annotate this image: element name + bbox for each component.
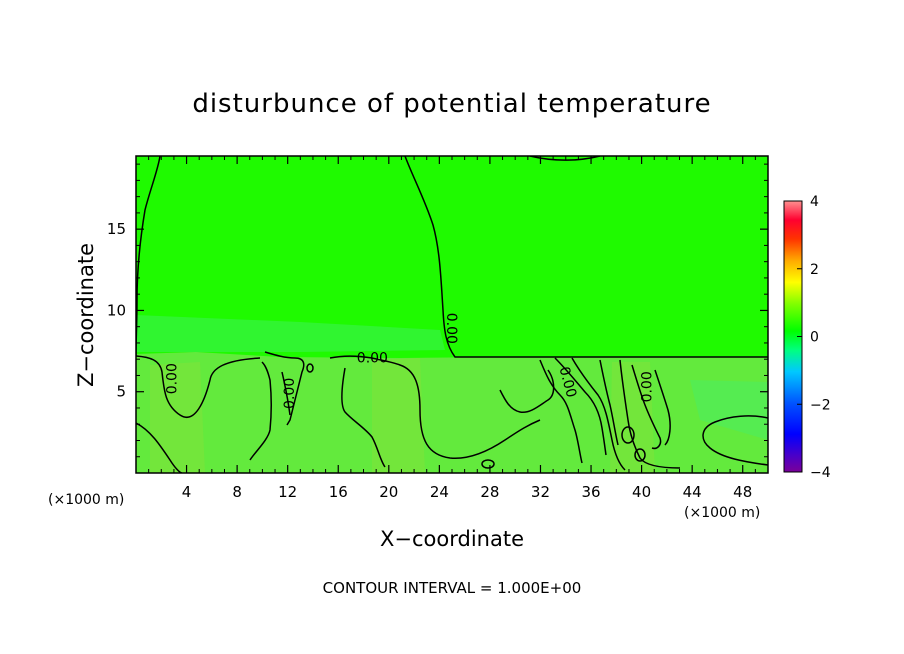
x-unit-label-right: (×1000 m) bbox=[684, 505, 760, 521]
lower-region bbox=[136, 352, 768, 473]
contour-line bbox=[554, 357, 607, 456]
contour-line bbox=[571, 357, 626, 471]
cool-patch bbox=[690, 380, 768, 440]
colorbar: 4 2 0 −2 −4 bbox=[783, 194, 831, 481]
x-axis: 4 8 12 16 20 24 28 32 36 40 44 48 bbox=[148, 156, 756, 501]
contour-label: 0.00 bbox=[443, 313, 459, 344]
x-tick-label: 40 bbox=[632, 483, 651, 501]
contour-labels: 0.00 0.00 0.00 0.00 0.00 0.00 bbox=[164, 313, 656, 409]
contour-loop bbox=[481, 459, 495, 469]
colorbar-tick-label: −2 bbox=[810, 397, 831, 413]
colorbar-tick-label: −4 bbox=[810, 465, 831, 481]
warm-streak bbox=[610, 362, 655, 473]
contour-loop bbox=[306, 363, 314, 373]
colorbar-tick-label: 0 bbox=[810, 330, 819, 346]
x-tick-label: 44 bbox=[683, 483, 702, 501]
contour-label: 0.00 bbox=[640, 371, 656, 402]
x-tick-label: 16 bbox=[329, 483, 348, 501]
contour-line bbox=[654, 369, 671, 446]
contour-interval-text: CONTOUR INTERVAL = 1.000E+00 bbox=[323, 579, 582, 597]
contour-line bbox=[249, 361, 272, 461]
x-tick-label: 36 bbox=[581, 483, 600, 501]
contour-line bbox=[329, 355, 541, 459]
contour-line bbox=[539, 359, 583, 464]
contour-line bbox=[599, 359, 619, 446]
contour-line bbox=[341, 367, 386, 468]
colorbar-tick-label: 4 bbox=[810, 194, 819, 210]
chart-title: disturbunce of potential temperature bbox=[192, 89, 711, 119]
contour-line bbox=[529, 156, 601, 161]
x-tick-label: 24 bbox=[430, 483, 449, 501]
x-tick-label: 32 bbox=[531, 483, 550, 501]
contour-line bbox=[281, 371, 291, 416]
contour-loop bbox=[634, 448, 646, 462]
x-tick-label: 8 bbox=[232, 483, 242, 501]
contour-line bbox=[136, 422, 183, 473]
contour-label: 0.00 bbox=[556, 365, 580, 399]
plot-area: 0.00 0.00 0.00 0.00 0.00 0.00 bbox=[136, 156, 768, 473]
x-tick-label: 12 bbox=[278, 483, 297, 501]
y-tick-label: 5 bbox=[116, 383, 126, 401]
x-tick-label: 28 bbox=[480, 483, 499, 501]
colorbar-ticks: 4 2 0 −2 −4 bbox=[797, 194, 831, 481]
y-axis-title: Z−coordinate bbox=[74, 243, 98, 387]
contour-line bbox=[702, 415, 768, 466]
contour-line bbox=[404, 156, 768, 358]
colorbar-tick-label: 2 bbox=[810, 262, 819, 278]
x-tick-label: 4 bbox=[182, 483, 192, 501]
y-tick-label: 10 bbox=[107, 301, 126, 319]
y-axis: 5 10 15 bbox=[107, 163, 768, 458]
contour-lines bbox=[136, 156, 768, 473]
contour-loop bbox=[621, 426, 635, 444]
x-axis-title: X−coordinate bbox=[380, 527, 524, 551]
contour-label: 0.00 bbox=[282, 378, 298, 409]
warm-streak bbox=[372, 358, 425, 473]
x-tick-label: 48 bbox=[733, 483, 752, 501]
contour-line bbox=[136, 355, 261, 418]
x-tick-label: 20 bbox=[379, 483, 398, 501]
contour-line bbox=[631, 364, 662, 450]
contour-line bbox=[264, 351, 305, 426]
y-tick-label: 15 bbox=[107, 220, 126, 238]
x-unit-label-left: (×1000 m) bbox=[48, 492, 124, 508]
contour-label: 0.00 bbox=[357, 351, 388, 367]
contour-label: 0.00 bbox=[164, 363, 180, 394]
cool-patch bbox=[136, 315, 445, 352]
